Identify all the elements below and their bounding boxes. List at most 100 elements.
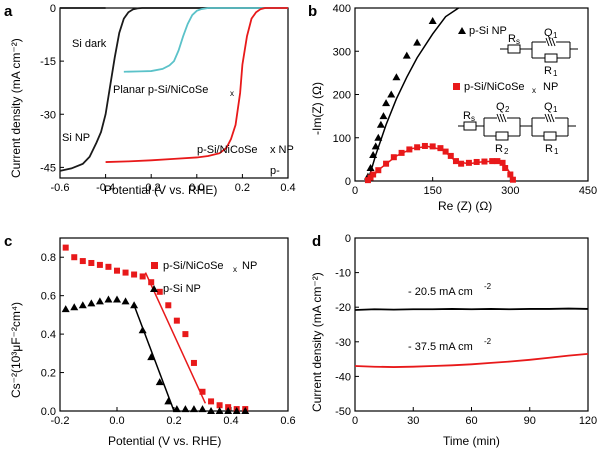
y-axis-label-d: Current density (mA cm⁻²) bbox=[310, 272, 324, 412]
data-point-p-si-np bbox=[61, 305, 70, 313]
x-tick-label: 0.4 bbox=[223, 415, 238, 427]
data-point-p-si-np bbox=[382, 99, 391, 107]
data-point-p-si-np bbox=[104, 295, 113, 303]
data-point-p-si-nicosex-np bbox=[131, 271, 138, 278]
legend-label-c-sub: x bbox=[233, 265, 237, 274]
circuit1-r1-sub: 1 bbox=[553, 69, 558, 78]
x-tick-label: 0.2 bbox=[166, 415, 181, 427]
annotation-psi-nicose: p-Si/NiCoSe bbox=[197, 144, 258, 156]
circuit1-r1-label: R bbox=[544, 65, 552, 77]
legend-label-c-psi-np: p-Si NP bbox=[163, 283, 201, 295]
series-line-planar-p-si-nicosex bbox=[123, 7, 288, 73]
data-point-p-si-np bbox=[376, 120, 385, 128]
circuit2-q1-label: Q bbox=[544, 101, 553, 113]
y-tick-label: 400 bbox=[333, 3, 351, 15]
data-point-p-si-nicosex-np bbox=[216, 402, 223, 409]
x-tick-label: 0.0 bbox=[189, 182, 204, 194]
data-point-p-si-np bbox=[138, 326, 147, 334]
data-point-p-si-nicosex-np bbox=[507, 171, 514, 178]
legend-label-c-psi-nicose: p-Si/NiCoSe bbox=[163, 260, 224, 272]
x-tick-label: 120 bbox=[579, 415, 597, 427]
panel-c: c -0.2 0.0 0.2 0.4 0.60.00.20.40.60.8 Potent… bbox=[4, 233, 296, 448]
x-tick-label: 300 bbox=[501, 185, 519, 197]
fit-line-p-si-np bbox=[133, 305, 175, 412]
data-point-p-si-nicosex-np bbox=[509, 176, 516, 183]
data-point-p-si-np bbox=[155, 378, 164, 386]
circuit1-q1-label: Q bbox=[544, 27, 553, 39]
annotation-planar: Planar p-Si/NiCoSe bbox=[113, 84, 208, 96]
data-point-p-si-nicosex-np bbox=[199, 388, 206, 395]
annotation-37-5: - 37.5 mA cm bbox=[408, 341, 473, 353]
series-group-a bbox=[59, 7, 288, 172]
data-point-p-si-nicosex-np bbox=[499, 159, 506, 166]
circuit2-rs-label: R bbox=[463, 110, 471, 122]
x-axis-label-b: Re (Z) (Ω) bbox=[438, 199, 492, 213]
y-tick-label: -50 bbox=[335, 406, 351, 418]
legend-label-psi-nicose: p-Si/NiCoSe bbox=[464, 81, 525, 93]
data-point-p-si-nicosex-np bbox=[156, 288, 163, 295]
x-tick-label: 90 bbox=[524, 415, 536, 427]
legend-marker-c-psi-np bbox=[150, 285, 158, 292]
y-tick-label: 0.4 bbox=[41, 329, 56, 341]
data-point-p-si-nicosex-np bbox=[367, 174, 374, 181]
panel-label-d: d bbox=[312, 233, 321, 250]
x-tick-label: -0.2 bbox=[51, 415, 70, 427]
data-point-p-si-nicosex-np bbox=[182, 331, 189, 338]
equivalent-circuit-1: R s Q 1 R 1 bbox=[500, 27, 578, 78]
annotation-20-5-exp: -2 bbox=[484, 282, 492, 291]
data-point-p-si-nicosex-np bbox=[62, 244, 69, 251]
series-group-d bbox=[354, 307, 589, 368]
data-point-p-si-np bbox=[147, 353, 156, 361]
y-tick-label: -15 bbox=[40, 56, 56, 68]
data-point-p-si-np bbox=[172, 405, 181, 413]
data-point-p-si-np bbox=[224, 407, 233, 414]
y-tick-label: 0 bbox=[345, 233, 351, 245]
annotation-planar-sub: x bbox=[230, 89, 234, 98]
plot-frame-d bbox=[354, 237, 589, 412]
series-line-20-5-ma-cm bbox=[354, 307, 589, 311]
data-point-p-si-nicosex-np bbox=[122, 269, 129, 276]
y-tick-label: 0 bbox=[345, 176, 351, 188]
series-group-b bbox=[363, 7, 516, 184]
y-tick-label: 300 bbox=[333, 46, 351, 58]
circuit2-q1-sub: 1 bbox=[553, 105, 558, 114]
y-axis-label-b: -Im(Z) (Ω) bbox=[310, 82, 324, 135]
annotation-si-np: Si NP bbox=[62, 132, 90, 144]
x-tick-label: 0.4 bbox=[280, 182, 295, 194]
panel-label-a: a bbox=[4, 3, 13, 20]
panel-b: b 0 150 300 450 0 100 200 300 400 Re (Z) (Ω) -Im… bbox=[308, 3, 597, 213]
data-point-p-si-nicosex-np bbox=[473, 158, 480, 165]
data-point-p-si-np bbox=[113, 295, 121, 303]
data-point-p-si-nicosex-np bbox=[114, 267, 120, 274]
y-tick-label: 0.8 bbox=[41, 252, 56, 264]
axis-ticks-d: 0 30 60 90 120 0 -10 -20 -30 -40 -50 bbox=[335, 233, 597, 427]
data-point-p-si-np bbox=[95, 297, 104, 305]
data-point-p-si-nicosex-np bbox=[452, 158, 459, 165]
data-point-p-si-nicosex-np bbox=[481, 158, 488, 165]
data-point-p-si-np bbox=[189, 405, 198, 413]
legend-label-c-np: NP bbox=[242, 260, 257, 272]
y-tick-label: -45 bbox=[40, 162, 56, 174]
circuit1-rs-sub: s bbox=[516, 37, 520, 46]
data-point-p-si-np bbox=[369, 151, 378, 159]
data-point-p-si-nicosex-np bbox=[190, 359, 197, 366]
data-point-p-si-nicosex-np bbox=[96, 261, 103, 268]
x-tick-label: 0.2 bbox=[235, 182, 250, 194]
data-point-p-si-np bbox=[181, 405, 190, 413]
data-point-p-si-nicosex-np bbox=[383, 160, 390, 167]
x-tick-label: 450 bbox=[579, 185, 597, 197]
series-line-si-np bbox=[59, 7, 288, 172]
data-point-p-si-np bbox=[371, 142, 380, 150]
legend-marker-c-psi-nicose bbox=[151, 262, 158, 269]
x-tick-label: 0 bbox=[352, 415, 358, 427]
data-point-p-si-nicosex-np bbox=[398, 149, 405, 156]
data-point-p-si-np bbox=[428, 16, 437, 24]
y-tick-label: -30 bbox=[335, 337, 351, 349]
axis-ticks-c: -0.2 0.0 0.2 0.4 0.60.00.20.40.60.8 bbox=[41, 252, 296, 427]
data-point-p-si-nicosex-np bbox=[406, 146, 413, 153]
series-line-p-si-nicosex-np bbox=[105, 7, 288, 163]
circuit1-q1-sub: 1 bbox=[553, 31, 558, 40]
data-point-p-si-np bbox=[87, 299, 96, 307]
x-tick-label: 0.0 bbox=[109, 415, 124, 427]
